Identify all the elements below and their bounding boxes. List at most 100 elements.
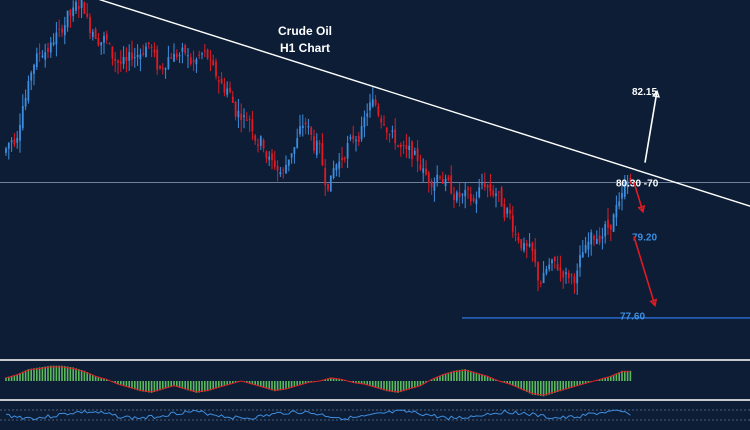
histogram-bar xyxy=(36,367,38,381)
histogram-bar xyxy=(330,377,332,381)
histogram-bar xyxy=(430,379,433,381)
histogram-bar xyxy=(187,381,189,391)
histogram-bar xyxy=(38,367,41,381)
candle-body xyxy=(181,47,184,52)
histogram-bar xyxy=(290,381,293,388)
candle-body xyxy=(329,175,332,192)
candle-body xyxy=(72,7,75,17)
histogram-bar xyxy=(548,381,550,395)
candle-body xyxy=(301,125,304,129)
candle-body xyxy=(615,204,618,218)
oscillator-indicator-panel xyxy=(0,409,750,421)
histogram-bar xyxy=(481,374,483,381)
candle-body xyxy=(534,249,537,263)
histogram-bar xyxy=(162,381,164,390)
histogram-bar xyxy=(181,381,184,389)
candle-body xyxy=(63,25,66,36)
histogram-bar xyxy=(268,381,270,390)
candle-body xyxy=(542,272,545,284)
histogram-bar xyxy=(201,381,203,393)
histogram-bar xyxy=(408,381,410,390)
histogram-bar xyxy=(582,381,584,385)
candle-body xyxy=(385,127,388,133)
candle-body xyxy=(257,144,259,146)
histogram-bar xyxy=(274,381,276,392)
candle-body xyxy=(83,2,86,14)
candle-body xyxy=(525,243,528,246)
histogram-bar xyxy=(503,381,506,383)
histogram-bar xyxy=(629,370,632,381)
candle-body xyxy=(570,274,573,276)
histogram-bar xyxy=(19,372,21,381)
candle-body xyxy=(58,28,61,30)
candle-body xyxy=(481,183,483,185)
histogram-bar xyxy=(106,379,108,381)
histogram-bar xyxy=(215,381,217,389)
histogram-bar xyxy=(97,376,100,381)
candle-body xyxy=(523,243,525,251)
candle-body xyxy=(24,97,27,107)
candle-body xyxy=(391,130,394,133)
histogram-bar xyxy=(523,381,525,391)
candle-body xyxy=(573,276,576,284)
candle-body xyxy=(332,168,335,178)
histogram-bar xyxy=(489,377,492,381)
candle-body xyxy=(55,32,58,45)
histogram-bar xyxy=(190,381,192,392)
candle-body xyxy=(425,168,427,175)
candle-body xyxy=(128,52,131,61)
histogram-bar xyxy=(114,381,116,384)
histogram-bar xyxy=(604,377,606,381)
candle-body xyxy=(509,210,511,214)
histogram-bar xyxy=(195,381,198,393)
candle-body xyxy=(444,178,447,187)
candle-body xyxy=(559,267,562,271)
candle-body xyxy=(545,268,548,274)
histogram-bar xyxy=(64,366,66,381)
histogram-bar xyxy=(570,381,573,388)
candle-body xyxy=(612,214,615,232)
histogram-bar xyxy=(453,370,455,381)
histogram-bar xyxy=(276,381,279,391)
candle-body xyxy=(195,59,198,65)
candle-body xyxy=(427,172,430,183)
histogram-bar xyxy=(248,381,251,384)
histogram-bar xyxy=(304,381,307,384)
histogram-bar xyxy=(374,381,377,388)
candle-body xyxy=(374,99,377,105)
candle-body xyxy=(299,126,301,135)
histogram-bar xyxy=(22,371,24,381)
histogram-bar xyxy=(279,381,282,391)
histogram-bar xyxy=(72,367,74,381)
histogram-bar xyxy=(30,368,32,381)
histogram-bar xyxy=(562,381,564,391)
candle-body xyxy=(469,193,472,202)
candle-body xyxy=(587,241,590,250)
histogram-bar xyxy=(576,381,578,387)
candle-body xyxy=(341,157,343,160)
histogram-bar xyxy=(433,378,436,381)
price-annotation-label: 82.15 xyxy=(632,87,657,98)
histogram-bar xyxy=(299,381,301,386)
histogram-bar xyxy=(621,370,623,381)
histogram-bar xyxy=(442,374,444,381)
candle-body xyxy=(125,57,128,62)
histogram-bar xyxy=(579,381,581,386)
candle-body xyxy=(310,127,313,135)
histogram-bar xyxy=(58,365,60,381)
histogram-bar xyxy=(464,369,466,381)
histogram-bar xyxy=(100,377,102,381)
histogram-bar xyxy=(363,381,366,385)
histogram-bar xyxy=(332,378,335,381)
histogram-bar xyxy=(422,381,424,385)
histogram-bar xyxy=(206,381,209,392)
candle-body xyxy=(371,99,374,107)
histogram-bar xyxy=(559,381,562,392)
histogram-bar xyxy=(355,381,357,384)
candle-body xyxy=(604,224,607,237)
candle-body xyxy=(447,177,450,180)
candle-body xyxy=(131,52,133,60)
candle-body xyxy=(61,28,63,33)
histogram-bar xyxy=(47,366,49,381)
